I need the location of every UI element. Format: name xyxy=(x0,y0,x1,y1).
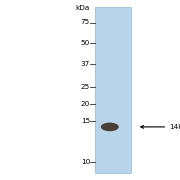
Ellipse shape xyxy=(101,123,119,131)
Text: kDa: kDa xyxy=(76,5,90,11)
Text: 37: 37 xyxy=(81,61,90,67)
Text: 25: 25 xyxy=(81,84,90,90)
Text: 50: 50 xyxy=(81,40,90,46)
Text: 75: 75 xyxy=(81,19,90,26)
Text: 20: 20 xyxy=(81,100,90,107)
Text: 15: 15 xyxy=(81,118,90,124)
Text: 14kDa: 14kDa xyxy=(169,124,180,130)
Bar xyxy=(95,7,131,173)
Text: 10: 10 xyxy=(81,159,90,165)
